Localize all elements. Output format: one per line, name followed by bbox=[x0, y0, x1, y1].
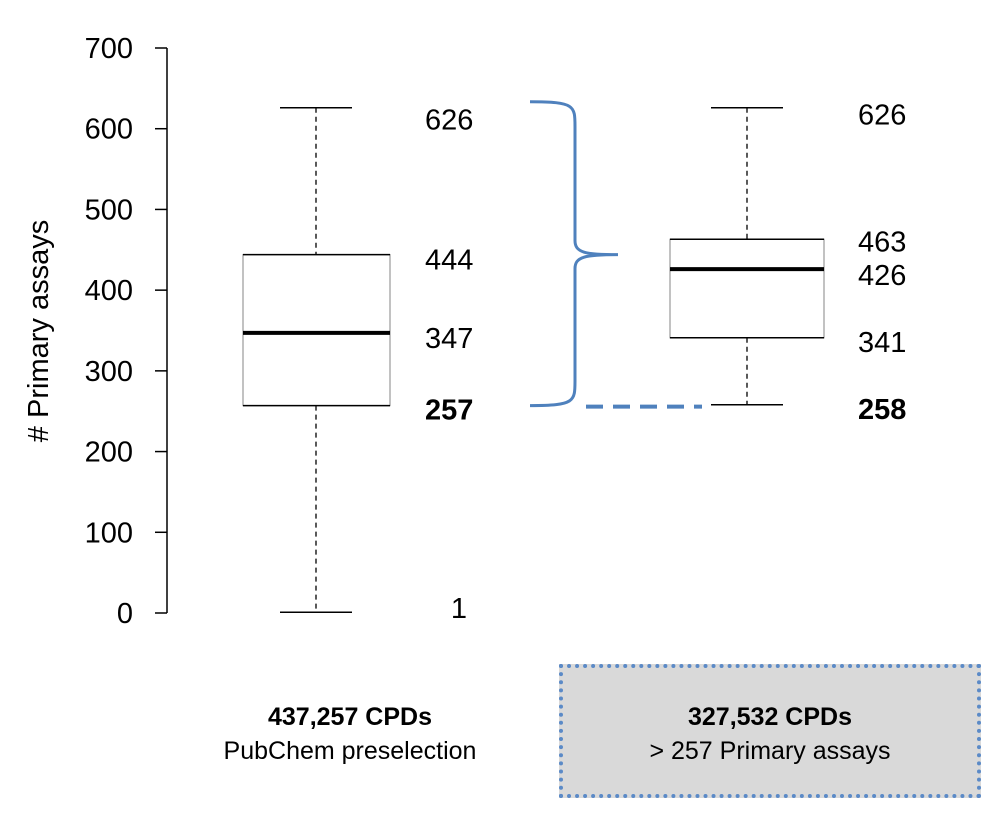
caption-right-box bbox=[559, 664, 981, 798]
y-tick-label: 0 bbox=[117, 598, 133, 630]
y-tick-label: 400 bbox=[85, 275, 133, 307]
iqr-box bbox=[669, 238, 825, 339]
y-tick-label: 100 bbox=[85, 517, 133, 549]
annotations bbox=[529, 100, 702, 409]
caption-right: 327,532 CPDs > 257 Primary assays bbox=[559, 700, 981, 768]
y-tick-label: 200 bbox=[85, 437, 133, 469]
label-median: 347 bbox=[425, 323, 473, 355]
y-tick-label: 700 bbox=[85, 33, 133, 65]
y-tick-label: 600 bbox=[85, 114, 133, 146]
iqr-box bbox=[242, 254, 391, 407]
label-median: 426 bbox=[858, 260, 906, 292]
caption-right-text: > 257 Primary assays bbox=[649, 737, 891, 765]
caption-left-count: 437,257 CPDs bbox=[267, 703, 432, 731]
y-axis: 0 100 200 300 400 500 600 700 bbox=[85, 33, 168, 630]
y-tick-label: 300 bbox=[85, 356, 133, 388]
caption-left-text: PubChem preselection bbox=[223, 737, 477, 765]
label-min: 258 bbox=[858, 394, 906, 426]
label-min: 1 bbox=[451, 593, 467, 625]
label-q1: 341 bbox=[858, 327, 906, 359]
y-tick-label: 500 bbox=[85, 194, 133, 226]
caption-right-count: 327,532 CPDs bbox=[687, 703, 852, 731]
curly-brace bbox=[529, 100, 619, 408]
y-axis-label: # Primary assays bbox=[23, 220, 55, 442]
label-max: 626 bbox=[425, 105, 473, 137]
box-1: 626 444 347 257 1 bbox=[242, 105, 473, 625]
label-max: 626 bbox=[858, 100, 906, 132]
label-q3: 463 bbox=[858, 226, 906, 258]
caption-left: 437,257 CPDs PubChem preselection bbox=[190, 700, 510, 768]
label-q1: 257 bbox=[425, 395, 473, 427]
label-q3: 444 bbox=[425, 245, 473, 277]
